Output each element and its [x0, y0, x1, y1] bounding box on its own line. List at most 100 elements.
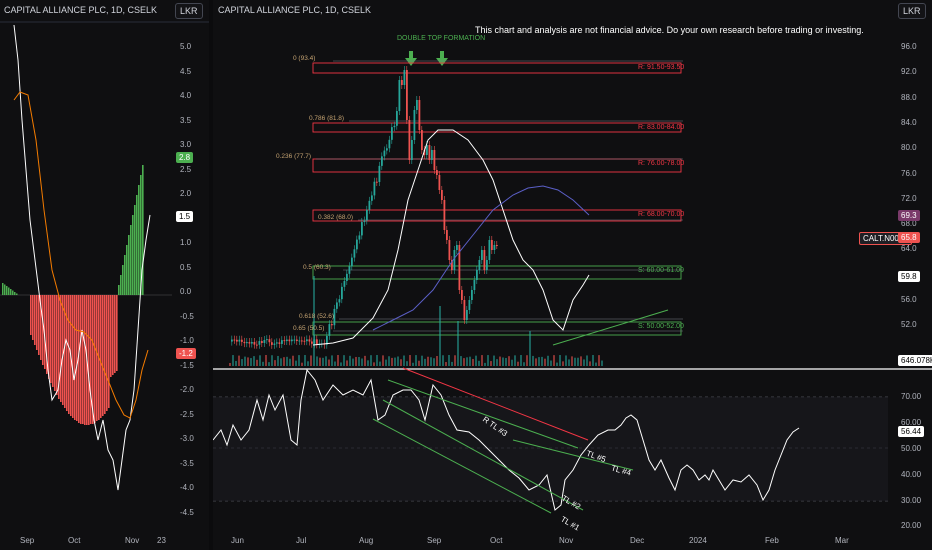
moving-average-fast [313, 130, 589, 345]
volume-bar [313, 276, 315, 366]
signal-value-tag: -1.2 [176, 348, 196, 359]
volume-bar [328, 360, 330, 366]
histogram-bar [112, 295, 114, 375]
candle-body [234, 340, 236, 341]
candle-body [416, 100, 418, 110]
candle-body [429, 145, 431, 160]
volume-bar [319, 358, 321, 366]
scale-tick-label: 0.0 [180, 287, 191, 296]
volume-bar [442, 355, 444, 366]
histogram-bar [130, 225, 132, 295]
fib-label: 0.236 (77.7) [276, 153, 311, 160]
zone-box [313, 322, 681, 335]
volume-bar [235, 361, 237, 366]
candle-body [464, 300, 466, 320]
fib-label: 0.786 (81.8) [309, 115, 344, 122]
candle-body [469, 300, 471, 310]
candle-body [281, 340, 283, 344]
volume-bar [373, 362, 375, 366]
volume-bar [325, 356, 327, 366]
candle-body [419, 100, 421, 130]
candle-body [266, 339, 268, 340]
candle-body [431, 150, 433, 160]
volume-bar [340, 362, 342, 366]
histogram-bar [68, 295, 70, 414]
volume-bar [565, 355, 567, 366]
candle-body [344, 281, 346, 287]
volume-bar [523, 362, 525, 366]
histogram-bar [6, 286, 8, 295]
candle-body [279, 342, 281, 344]
volume-bar [415, 355, 417, 366]
candle-body [316, 339, 318, 344]
candle-body [304, 341, 306, 342]
scale-tick-label: 3.5 [180, 116, 191, 125]
volume-bar [406, 361, 408, 366]
volume-bar [349, 356, 351, 366]
volume-bar [583, 359, 585, 366]
candle-body [449, 240, 451, 260]
time-axis-label: 23 [157, 536, 166, 545]
volume-bar [526, 355, 528, 366]
volume-bar [403, 356, 405, 366]
scale-tick-label: 1.0 [180, 238, 191, 247]
indicator-pane[interactable]: CAPITAL ALLIANCE PLC, 1D, CSELK LKR 5.0 4… [0, 0, 209, 550]
volume-bar [493, 356, 495, 366]
volume-bar [481, 355, 483, 366]
time-axis-label: Mar [835, 536, 849, 545]
candle-body [254, 342, 256, 345]
time-axis-label: Jun [231, 536, 244, 545]
volume-bar [358, 357, 360, 366]
volume-bar [571, 356, 573, 366]
volume-bar [268, 362, 270, 366]
histogram-bar [14, 292, 16, 295]
candle-body [356, 240, 358, 250]
volume-bar [346, 360, 348, 366]
volume-bar [541, 357, 543, 366]
fib-label: 0.382 (68.0) [318, 214, 353, 221]
main-chart-pane[interactable]: CAPITAL ALLIANCE PLC, 1D, CSELK LKR This… [213, 0, 932, 550]
histogram-bar [48, 295, 50, 379]
volume-bar [382, 355, 384, 366]
histogram-bar [102, 295, 104, 416]
volume-bar [424, 359, 426, 366]
candle-body [481, 250, 483, 260]
candle-body [494, 245, 496, 250]
candle-body [421, 130, 423, 150]
zone-box [313, 266, 681, 279]
candle-body [371, 195, 373, 200]
candle-body [369, 201, 371, 210]
volume-bar [295, 361, 297, 366]
candle-body [361, 222, 363, 235]
histogram-bar [66, 295, 68, 411]
histogram-bar [94, 295, 96, 423]
volume-bar [439, 306, 441, 366]
price-scale-label: 92.0 [901, 67, 917, 76]
zone-label: R: 76.00-78.00 [638, 160, 684, 167]
candle-body [291, 340, 293, 342]
candle-body [441, 190, 443, 200]
volume-bar [352, 359, 354, 366]
scale-tick-label: 5.0 [180, 42, 191, 51]
histogram-bar [56, 295, 58, 395]
volume-bar [334, 361, 336, 366]
volume-bar [502, 357, 504, 366]
last-price-tag: 65.8 [898, 232, 920, 243]
volume-bar [436, 356, 438, 366]
volume-bar [448, 355, 450, 366]
candle-body [251, 342, 253, 344]
volume-bar [379, 362, 381, 366]
volume-bar [256, 360, 258, 366]
time-axis-label: Sep [20, 536, 34, 545]
histogram-bar [126, 245, 128, 295]
candle-body [496, 245, 498, 246]
candle-body [461, 290, 463, 300]
scale-tick-label: -2.0 [180, 385, 194, 394]
volume-bars [229, 276, 603, 366]
histogram-bar [88, 295, 90, 425]
volume-bar [589, 361, 591, 366]
histogram-bar [60, 295, 62, 402]
volume-bar [412, 363, 414, 366]
candle-body [446, 230, 448, 240]
price-scale-label: 64.0 [901, 244, 917, 253]
